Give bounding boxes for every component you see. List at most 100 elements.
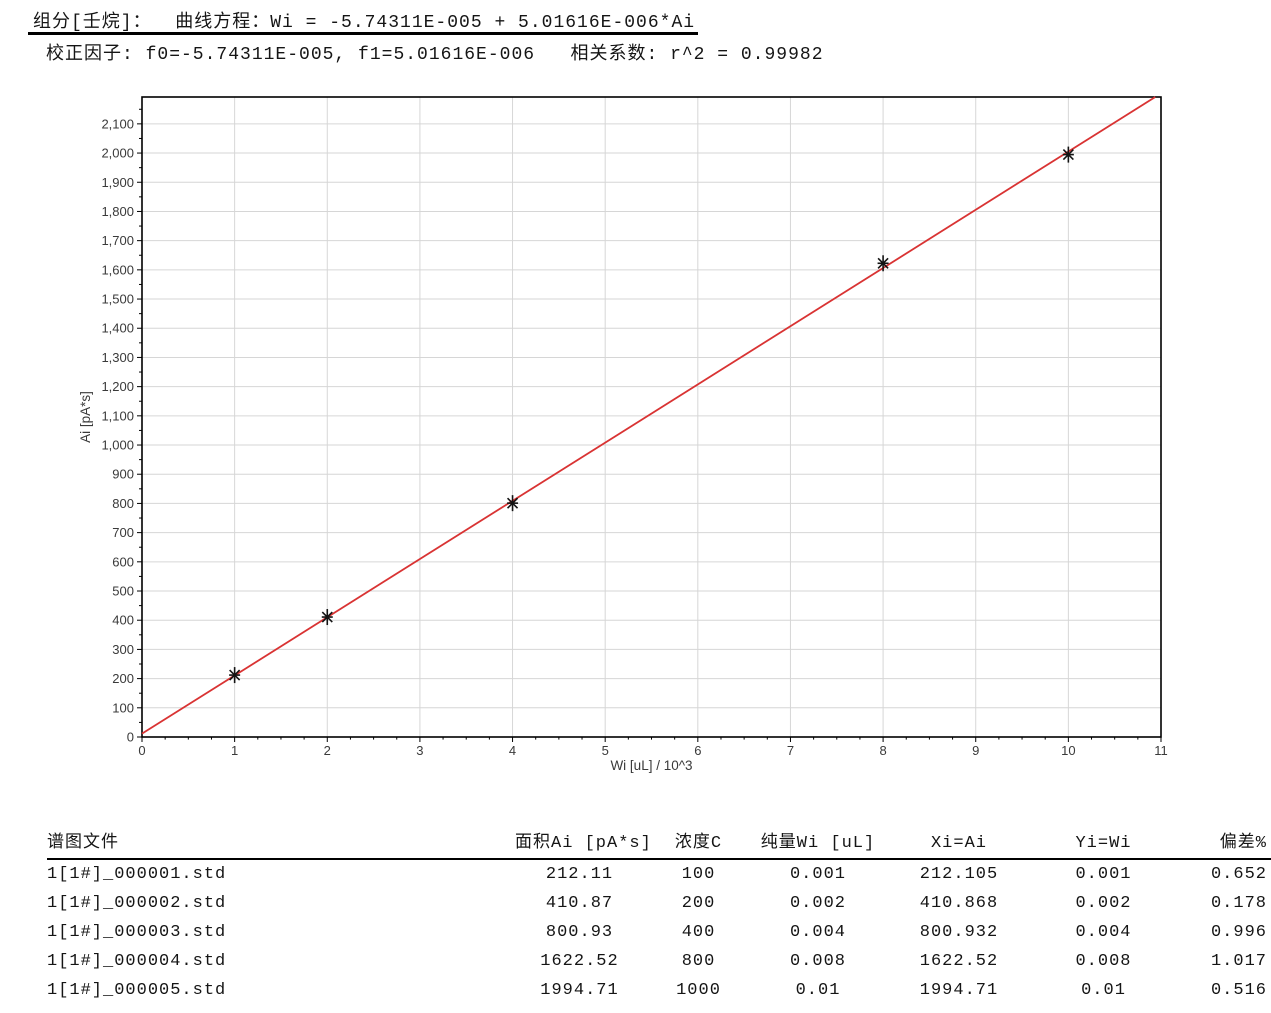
calibration-fit-line: [141, 96, 1156, 735]
table-cell: 0.002: [1075, 894, 1132, 913]
x-axis-tick-label: 10: [1061, 743, 1075, 758]
table-cell: 1994.71: [919, 981, 999, 1000]
table-cell: 1622.52: [919, 952, 999, 971]
y-axis-tick-label: 600: [112, 554, 134, 569]
y-axis-tick-label: 200: [112, 671, 134, 686]
table-cell: 0.01: [795, 981, 841, 1000]
y-axis-tick-label: 700: [112, 525, 134, 540]
table-cell: 0.004: [1075, 923, 1132, 942]
y-axis-tick-label: 1,300: [101, 350, 134, 365]
table-cell: 410.87: [545, 894, 614, 913]
column-header: 浓度C: [644, 827, 753, 860]
y-axis-tick-label: 0: [127, 730, 134, 745]
table-cell: 400: [681, 923, 716, 942]
x-axis-title: Wi [uL] / 10^3: [610, 758, 692, 773]
column-header: 谱图文件: [47, 827, 515, 860]
data-point-marker: [877, 255, 889, 272]
x-axis-tick-label: 8: [879, 743, 886, 758]
calibration-table-body: 1[1#]_000001.std 212.11 100 0.001 212.105 0.0…: [47, 859, 1271, 1005]
table-cell: 800: [681, 952, 716, 971]
plot-frame: [141, 96, 1162, 738]
calibration-table-header: 谱图文件 面积Ai [pA*s] 浓度C 纯量Wi [uL] Xi=Ai Yi=Wi 偏差%: [47, 827, 1271, 860]
table-cell: 0.178: [1210, 894, 1267, 913]
column-header: 纯量Wi [uL]: [753, 827, 883, 860]
y-axis-tick-label: 1,500: [101, 292, 134, 307]
x-axis-tick-label: 0: [138, 743, 145, 758]
y-axis-tick-label: 1,100: [101, 408, 134, 423]
table-row: 1[1#]_000004.std 1622.52 800 0.008 1622.52 0.…: [47, 947, 1271, 976]
data-point-marker: [506, 495, 519, 512]
column-header: 面积Ai [pA*s]: [515, 827, 651, 860]
x-axis-tick-label: 4: [509, 743, 516, 758]
table-cell: 1[1#]_000001.std: [47, 865, 227, 884]
y-axis-tick-label: 1,600: [101, 262, 134, 277]
y-axis-tick-label: 100: [112, 700, 134, 715]
marker-stroke: [877, 257, 889, 269]
marker-stroke: [506, 497, 519, 509]
table-row: 1[1#]_000001.std 212.11 100 0.001 212.105 0.0…: [47, 859, 1271, 889]
table-cell: 0.001: [1075, 865, 1132, 884]
table-cell: 0.008: [1075, 952, 1132, 971]
table-row: 1[1#]_000005.std 1994.71 1000 0.01 1994.71 0.…: [47, 976, 1271, 1005]
marker-stroke: [1062, 149, 1074, 161]
x-axis-tick-label: 1: [231, 743, 238, 758]
x-axis-tick-label: 2: [324, 743, 331, 758]
y-axis-tick-label: 1,000: [101, 438, 134, 453]
x-axis-tick-label: 7: [787, 743, 794, 758]
y-axis-tick-label: 300: [112, 642, 134, 657]
table-cell: 0.516: [1210, 981, 1267, 1000]
table-header-row: 谱图文件 面积Ai [pA*s] 浓度C 纯量Wi [uL] Xi=Ai Yi=Wi 偏差%: [47, 827, 1271, 860]
table-cell: 200: [681, 894, 716, 913]
data-point-marker: [321, 609, 333, 626]
x-axis-tick-label: 3: [416, 743, 423, 758]
y-axis-title: Ai [pA*s]: [78, 391, 93, 443]
table-cell: 0.652: [1210, 865, 1267, 884]
y-axis-tick-label: 900: [112, 467, 134, 482]
table-cell: 800.932: [919, 923, 999, 942]
table-cell: 0.004: [789, 923, 846, 942]
table-row: 1[1#]_000002.std 410.87 200 0.002 410.868 0.0…: [47, 889, 1271, 918]
table-cell: 1.017: [1210, 952, 1267, 971]
x-axis-tick-label: 9: [972, 743, 979, 758]
y-axis-tick-label: 400: [112, 613, 134, 628]
header-underline: [28, 32, 698, 35]
y-axis-tick-label: 1,900: [101, 175, 134, 190]
y-axis-tick-label: 1,800: [101, 204, 134, 219]
table-cell: 0.001: [789, 865, 846, 884]
table-cell: 0.002: [789, 894, 846, 913]
table-cell: 1[1#]_000003.std: [47, 923, 227, 942]
table-cell: 212.105: [919, 865, 999, 884]
y-axis-tick-label: 2,100: [101, 116, 134, 131]
column-header: Xi=Ai: [883, 827, 1035, 860]
table-cell: 1[1#]_000005.std: [47, 981, 227, 1000]
x-axis-tick-label: 5: [602, 743, 609, 758]
y-axis-tick-label: 1,700: [101, 233, 134, 248]
table-row: 1[1#]_000003.std 800.93 400 0.004 800.932 0.0…: [47, 918, 1271, 947]
calibration-factors-line: 校正因子: f0=-5.74311E-005, f1=5.01616E-006 …: [46, 45, 824, 65]
table-cell: 100: [681, 865, 716, 884]
table-cell: 1[1#]_000004.std: [47, 952, 227, 971]
table-cell: 0.008: [789, 952, 846, 971]
table-cell: 1622.52: [540, 952, 619, 971]
table-cell: 1994.71: [540, 981, 619, 1000]
table-cell: 1000: [676, 981, 721, 1000]
calibration-table: 谱图文件 面积Ai [pA*s] 浓度C 纯量Wi [uL] Xi=Ai Yi=Wi 偏差%…: [47, 827, 1271, 1005]
marker-stroke: [321, 611, 333, 623]
x-axis-tick-label: 6: [694, 743, 701, 758]
table-cell: 0.996: [1210, 923, 1267, 942]
component-equation-line: 组分[壬烷]： 曲线方程：Wi = -5.74311E-005 + 5.0161…: [33, 13, 696, 33]
column-header: Yi=Wi: [1035, 827, 1172, 860]
table-cell: 0.01: [1081, 981, 1126, 1000]
table-cell: 800.93: [545, 923, 614, 942]
y-axis-tick-label: 800: [112, 496, 134, 511]
data-point-marker: [229, 667, 241, 684]
y-axis-tick-label: 1,400: [101, 321, 134, 336]
y-axis-tick-label: 2,000: [101, 146, 134, 161]
table-cell: 410.868: [919, 894, 999, 913]
y-axis-tick-label: 1,200: [101, 379, 134, 394]
x-axis-tick-label: 11: [1154, 743, 1168, 758]
table-cell: 1[1#]_000002.std: [47, 894, 227, 913]
marker-stroke: [229, 669, 241, 681]
